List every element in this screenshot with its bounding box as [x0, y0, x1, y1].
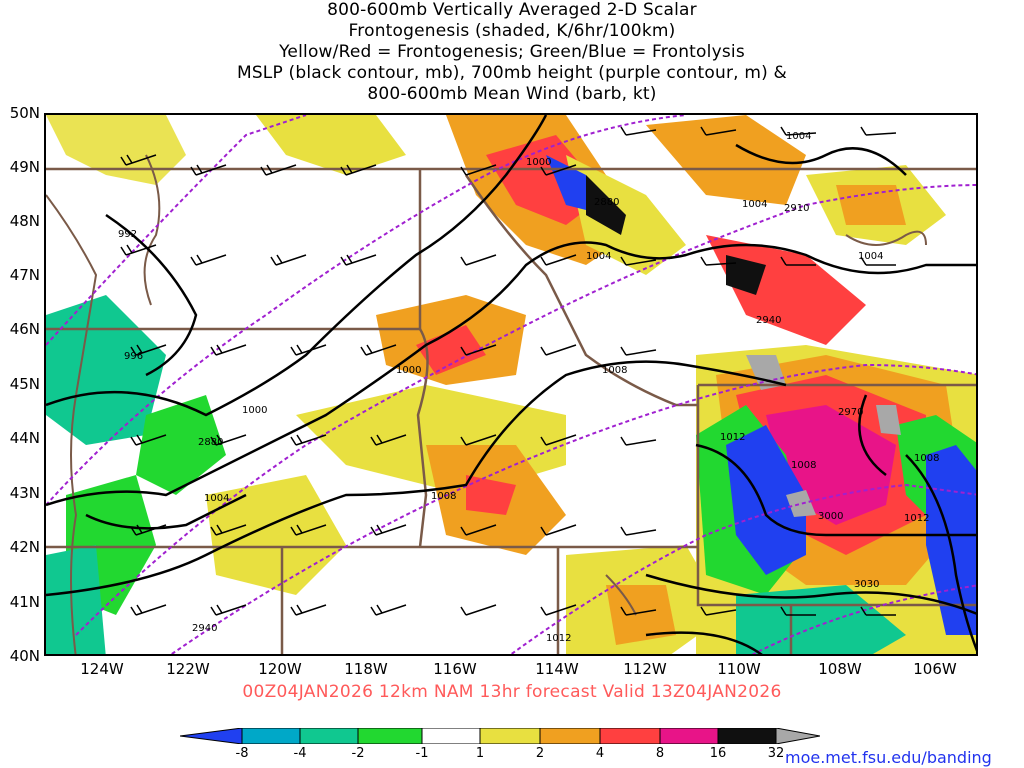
lat-label: 49N: [9, 158, 40, 176]
title-line: Yellow/Red = Frontogenesis; Green/Blue =…: [279, 42, 745, 62]
lon-label: 118W: [344, 660, 388, 678]
height-label: 2880: [594, 197, 619, 208]
lat-label: 41N: [9, 593, 40, 611]
mslp-label: 1008: [431, 491, 456, 502]
colorbar-label: 16: [709, 746, 727, 761]
lon-label: 110W: [717, 660, 761, 678]
colorbar-swatch: [241, 728, 301, 744]
mslp-label: 1000: [526, 157, 551, 168]
lon-label: 112W: [623, 660, 667, 678]
map-panel: 1004 1000 992 996 1000 1004 1004 1004 10…: [44, 113, 978, 656]
source-credit-link[interactable]: moe.met.fsu.edu/banding: [785, 748, 992, 767]
lat-label: 42N: [9, 538, 40, 556]
colorbar-label: 32: [767, 746, 785, 761]
mslp-label: 1008: [914, 453, 939, 464]
height-label: 2940: [192, 623, 217, 634]
mslp-label: 1004: [742, 199, 767, 210]
lat-label: 47N: [9, 266, 40, 284]
lon-label: 108W: [818, 660, 862, 678]
colorbar-label: -4: [293, 746, 307, 761]
lat-label: 48N: [9, 212, 40, 230]
state-borders: [46, 167, 976, 654]
lon-label: 116W: [433, 660, 477, 678]
mslp-label: 996: [124, 351, 143, 362]
height-label: 2940: [756, 315, 781, 326]
lon-label: 114W: [535, 660, 579, 678]
contour-labels: 1004 1000 992 996 1000 1004 1004 1004 10…: [118, 131, 939, 644]
lat-label: 45N: [9, 375, 40, 393]
mslp-label: 1008: [602, 365, 627, 376]
mslp-label: 1004: [858, 251, 883, 262]
colorbar: [180, 728, 820, 744]
title-line: Frontogenesis (shaded, K/6hr/100km): [348, 21, 676, 41]
colorbar-swatch: [479, 728, 541, 744]
colorbar-swatch: [775, 728, 820, 744]
colorbar-swatch: [180, 728, 243, 744]
mslp-contours: [46, 115, 976, 654]
height-label: 2970: [838, 407, 863, 418]
lon-label: 106W: [913, 660, 957, 678]
colorbar-label: 2: [535, 746, 545, 761]
colorbar-label: -1: [415, 746, 429, 761]
mslp-label: 1012: [546, 633, 571, 644]
mslp-label: 1004: [586, 251, 611, 262]
mslp-label: 1004: [204, 493, 229, 504]
mslp-label: 992: [118, 229, 137, 240]
colorbar-label: 8: [655, 746, 665, 761]
colorbar-swatch: [421, 728, 481, 744]
colorbar-swatch: [357, 728, 423, 744]
height-label: 3030: [854, 579, 879, 590]
mslp-label: 1012: [904, 513, 929, 524]
wind-barbs: [120, 126, 897, 616]
mslp-label: 1000: [242, 405, 267, 416]
forecast-valid-time: 00Z04JAN2026 12km NAM 13hr forecast Vali…: [242, 682, 782, 702]
lon-label: 120W: [258, 660, 302, 678]
mslp-label: 1012: [720, 432, 745, 443]
colorbar-swatch: [659, 728, 719, 744]
colorbar-swatch: [299, 728, 359, 744]
title-line: 800-600mb Vertically Averaged 2-D Scalar: [327, 0, 697, 20]
lat-label: 40N: [9, 647, 40, 665]
lat-label: 44N: [9, 429, 40, 447]
lat-label: 46N: [9, 320, 40, 338]
lat-label: 50N: [9, 104, 40, 122]
colorbar-label: 4: [595, 746, 605, 761]
colorbar-swatch: [599, 728, 661, 744]
colorbar-swatch: [539, 728, 601, 744]
height-label: 3000: [818, 511, 843, 522]
colorbar-swatch: [717, 728, 777, 744]
height-label: 2880: [198, 437, 223, 448]
title-line: 800-600mb Mean Wind (barb, kt): [367, 84, 657, 104]
lon-label: 124W: [80, 660, 124, 678]
mslp-label: 1004: [786, 131, 811, 142]
map-canvas: 1004 1000 992 996 1000 1004 1004 1004 10…: [46, 115, 976, 654]
colorbar-label: -8: [235, 746, 249, 761]
map-title: 800-600mb Vertically Averaged 2-D Scalar…: [0, 0, 1024, 105]
colorbar-label: 1: [475, 746, 485, 761]
mslp-label: 1008: [791, 460, 816, 471]
mslp-label: 1000: [396, 365, 421, 376]
lat-label: 43N: [9, 484, 40, 502]
height-label: 2910: [784, 203, 809, 214]
lon-label: 122W: [166, 660, 210, 678]
title-line: MSLP (black contour, mb), 700mb height (…: [236, 63, 788, 83]
colorbar-label: -2: [351, 746, 365, 761]
